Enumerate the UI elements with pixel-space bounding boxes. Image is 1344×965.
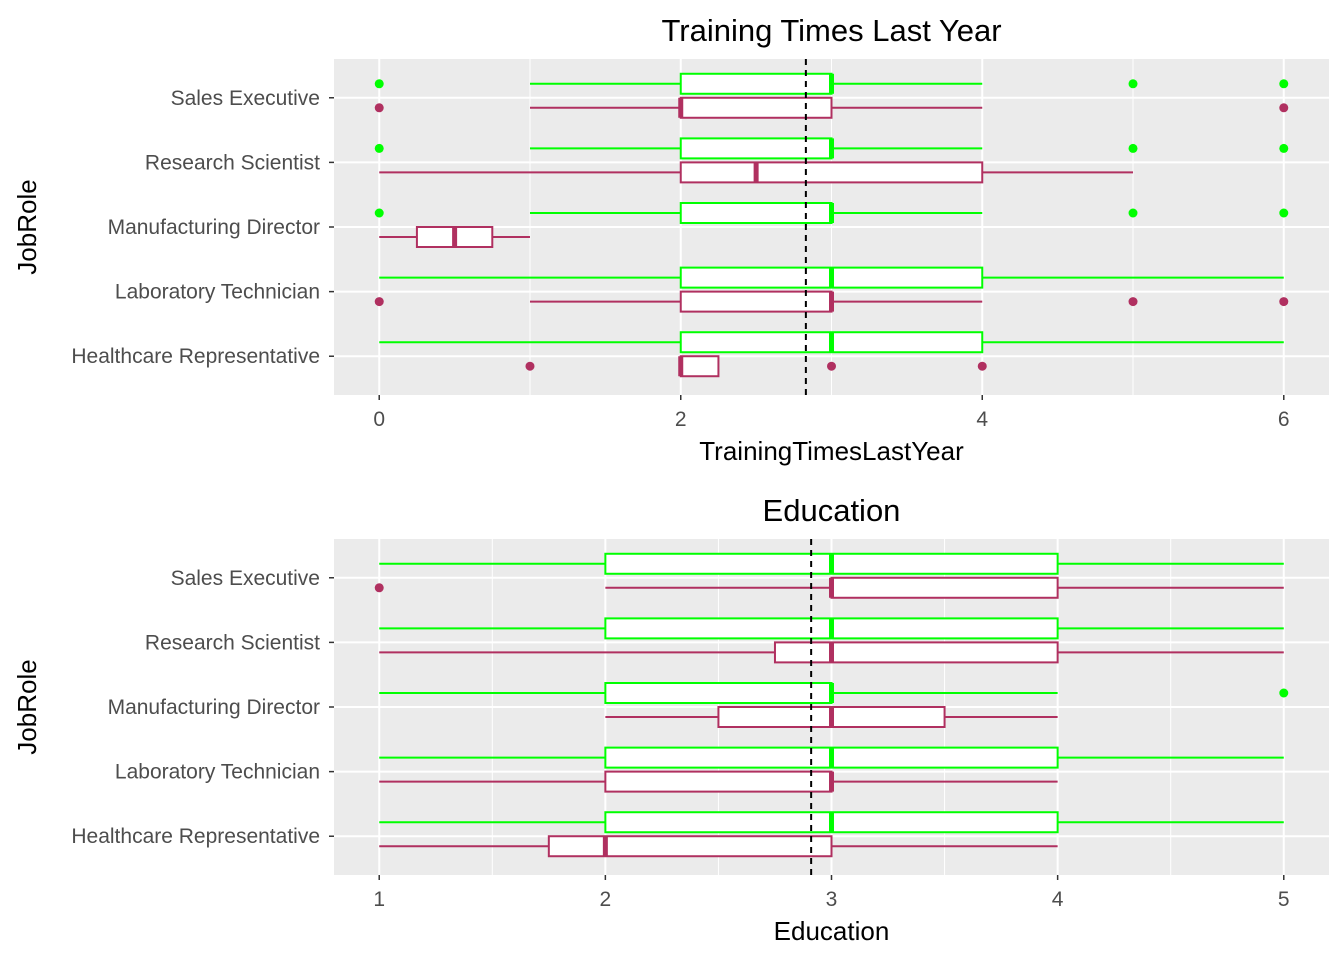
x-tick-label: 1 bbox=[373, 888, 385, 911]
box-iqr bbox=[679, 355, 720, 378]
chart-title: Education bbox=[763, 493, 901, 528]
box-iqr bbox=[679, 72, 833, 95]
x-tick-label: 6 bbox=[1278, 408, 1290, 431]
outlier-point bbox=[374, 79, 384, 89]
outlier-point bbox=[1128, 143, 1138, 153]
panel-2: 1 2 3 4 5 Healthcare Representative Laboratory… bbox=[12, 493, 1329, 946]
box-green bbox=[379, 266, 1284, 289]
box-green bbox=[379, 552, 1284, 575]
box-iqr bbox=[679, 137, 833, 160]
chart-title: Training Times Last Year bbox=[661, 13, 1001, 48]
x-tick-label: 5 bbox=[1278, 888, 1290, 911]
box-iqr bbox=[679, 202, 833, 224]
x-tick-label: 4 bbox=[1052, 888, 1064, 911]
y-tick-label: Research Scientist bbox=[145, 151, 320, 174]
box-iqr bbox=[547, 835, 833, 858]
y-tick-label: Laboratory Technician bbox=[115, 281, 320, 304]
outlier-point bbox=[977, 361, 987, 371]
box-green bbox=[379, 682, 1289, 704]
y-tick-label: Laboratory Technician bbox=[115, 761, 320, 784]
box-iqr bbox=[773, 641, 1059, 664]
box-maroon bbox=[379, 161, 1134, 184]
box-maroon bbox=[374, 96, 1289, 119]
outlier-point bbox=[1128, 208, 1138, 218]
outlier-point bbox=[1279, 208, 1289, 218]
y-tick-label: Manufacturing Director bbox=[108, 216, 320, 239]
x-tick-label: 3 bbox=[826, 888, 838, 911]
box-green bbox=[379, 331, 1284, 354]
box-maroon bbox=[374, 290, 1289, 313]
box-green bbox=[379, 617, 1284, 640]
y-tick-label: Sales Executive bbox=[171, 567, 320, 590]
box-green bbox=[374, 137, 1289, 160]
y-tick-label: Manufacturing Director bbox=[108, 696, 320, 719]
x-tick-label: 2 bbox=[600, 888, 612, 911]
box-maroon bbox=[379, 641, 1284, 664]
box-iqr bbox=[604, 770, 833, 793]
box-maroon bbox=[379, 835, 1058, 858]
box-maroon bbox=[379, 226, 530, 248]
outlier-point bbox=[374, 208, 384, 218]
outlier-point bbox=[1279, 688, 1289, 698]
box-green bbox=[379, 811, 1284, 834]
box-maroon bbox=[374, 576, 1284, 599]
outlier-point bbox=[827, 361, 836, 371]
box-maroon bbox=[605, 706, 1058, 728]
y-tick-label: Healthcare Representative bbox=[71, 825, 320, 848]
x-axis-label: TrainingTimesLastYear bbox=[699, 436, 964, 466]
y-tick-label: Sales Executive bbox=[171, 87, 320, 110]
box-green bbox=[379, 746, 1284, 769]
outlier-point bbox=[1128, 79, 1138, 89]
outlier-point bbox=[374, 583, 384, 593]
box-iqr bbox=[830, 576, 1059, 599]
x-axis-label: Education bbox=[774, 916, 890, 946]
box-green bbox=[374, 202, 1289, 224]
outlier-point bbox=[374, 297, 384, 307]
box-green bbox=[374, 72, 1289, 95]
outlier-point bbox=[1279, 103, 1289, 113]
outlier-point bbox=[374, 103, 384, 113]
box-iqr bbox=[679, 161, 984, 184]
y-tick-label: Research Scientist bbox=[145, 631, 320, 654]
x-tick-label: 4 bbox=[976, 408, 988, 431]
outlier-point bbox=[1128, 297, 1138, 307]
x-tick-label: 0 bbox=[373, 408, 385, 431]
panel-1: 0 2 4 6 Healthcare Representative Laboratory … bbox=[12, 13, 1329, 466]
x-tick-label: 2 bbox=[675, 408, 687, 431]
box-iqr bbox=[604, 682, 833, 704]
outlier-point bbox=[1279, 143, 1289, 153]
outlier-point bbox=[1279, 79, 1289, 89]
outlier-point bbox=[525, 361, 535, 371]
box-maroon bbox=[379, 770, 1058, 793]
y-tick-label: Healthcare Representative bbox=[71, 345, 320, 368]
y-axis-label: JobRole bbox=[12, 659, 42, 754]
outlier-point bbox=[1279, 297, 1289, 307]
y-axis-label: JobRole bbox=[12, 179, 42, 274]
box-maroon bbox=[525, 355, 987, 378]
outlier-point bbox=[374, 143, 384, 153]
box-iqr bbox=[679, 96, 833, 119]
box-iqr bbox=[679, 290, 833, 313]
